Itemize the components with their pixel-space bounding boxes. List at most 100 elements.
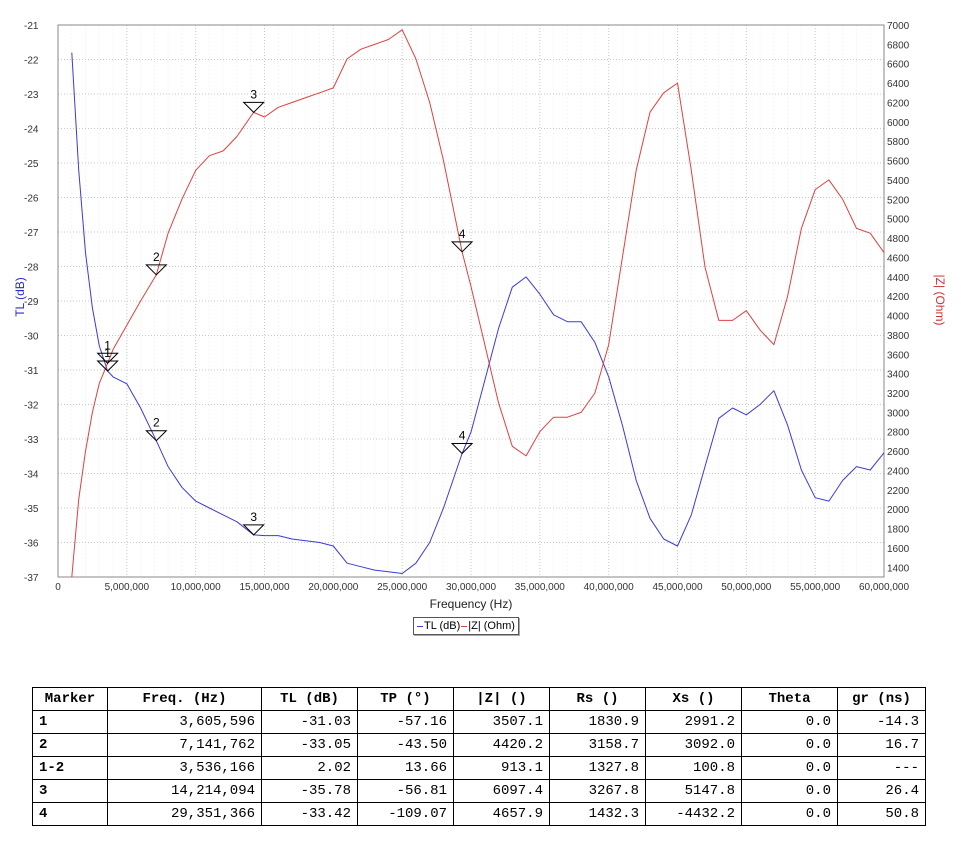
y-right-tick-label: 7000 xyxy=(887,21,910,32)
table-cell: 5147.8 xyxy=(645,779,742,803)
table-cell: 3092.0 xyxy=(645,733,742,757)
marker-triangle-tl xyxy=(145,430,168,442)
y-right-tick-label: 2400 xyxy=(887,466,910,477)
table-cell: 14,214,094 xyxy=(107,779,262,803)
plot-area xyxy=(57,24,885,578)
y-right-tick-label: 2200 xyxy=(887,486,910,497)
table-header-row: Marker Freq. (Hz) TL (dB) TP (°) |Z| () Rs ()… xyxy=(32,687,926,711)
marker-triangle-tl xyxy=(242,524,265,536)
y-left-tick-label: -21 xyxy=(24,21,39,32)
table-cell: 0.0 xyxy=(741,802,838,826)
table-cell: 4 xyxy=(32,802,108,826)
table-header-cell: Xs () xyxy=(645,687,742,711)
table-cell: 0.0 xyxy=(741,710,838,734)
y-left-tick-label: -35 xyxy=(24,504,39,515)
y-left-tick-label: -28 xyxy=(24,263,39,274)
y-right-tick-label: 4200 xyxy=(887,292,910,303)
marker-triangle-z xyxy=(96,352,119,364)
table-cell: 26.4 xyxy=(837,779,926,803)
x-tick-label: 35,000,000 xyxy=(515,582,565,593)
marker-label-tl: 4 xyxy=(459,428,466,442)
legend-entry-tl: TL (dB) xyxy=(424,620,461,632)
table-cell: -109.07 xyxy=(357,802,454,826)
y-right-tick-label: 3600 xyxy=(887,350,910,361)
y-right-tick-label: 5800 xyxy=(887,137,910,148)
table-cell: 3267.8 xyxy=(549,779,646,803)
table-cell: 13.66 xyxy=(357,756,454,780)
y-left-tick-label: -32 xyxy=(24,401,39,412)
table-cell: 2991.2 xyxy=(645,710,742,734)
series-lines xyxy=(71,29,885,578)
y-right-tick-label: 2000 xyxy=(887,505,910,516)
table-cell: -4432.2 xyxy=(645,802,742,826)
table-cell: -56.81 xyxy=(357,779,454,803)
table-cell: --- xyxy=(837,756,926,780)
table-cell: 2.02 xyxy=(261,756,358,780)
y-right-tick-label: 2600 xyxy=(887,447,910,458)
table-cell: 29,351,366 xyxy=(107,802,262,826)
table-cell: 4657.9 xyxy=(453,802,550,826)
y-right-tick-label: 5400 xyxy=(887,176,910,187)
x-tick-label: 25,000,000 xyxy=(377,582,427,593)
table-cell: -33.42 xyxy=(261,802,358,826)
y-left-tick-label: -30 xyxy=(24,332,39,343)
table-row: 2 7,141,762 -33.05 -43.50 4420.2 3158.7 3092.0… xyxy=(32,733,926,757)
series-line-z xyxy=(71,29,885,578)
y-right-tick-label: 4600 xyxy=(887,253,910,264)
table-cell: 2 xyxy=(32,733,108,757)
x-tick-label: 55,000,000 xyxy=(790,582,840,593)
x-tick-label: 0 xyxy=(55,582,61,593)
y-left-tick-label: -37 xyxy=(24,573,39,584)
table-cell: -57.16 xyxy=(357,710,454,734)
y-left-tick-label: -24 xyxy=(24,125,39,136)
y-left-tick-label: -31 xyxy=(24,366,39,377)
marker-label-z: 4 xyxy=(459,227,466,241)
y-left-tick-label: -26 xyxy=(24,194,39,205)
table-header-cell: |Z| () xyxy=(453,687,550,711)
x-tick-label: 20,000,000 xyxy=(308,582,358,593)
table-cell: 1432.3 xyxy=(549,802,646,826)
x-tick-label: 15,000,000 xyxy=(239,582,289,593)
marker-triangle-tl xyxy=(96,360,119,372)
y-left-tick-label: -22 xyxy=(24,56,39,67)
table-header-cell: TP (°) xyxy=(357,687,454,711)
x-tick-label: 30,000,000 xyxy=(446,582,496,593)
y-left-tick-label: -25 xyxy=(24,159,39,170)
table-cell: 3,605,596 xyxy=(107,710,262,734)
y-right-tick-label: 6800 xyxy=(887,40,910,51)
y-right-tick-label: 6400 xyxy=(887,79,910,90)
table-header-cell: TL (dB) xyxy=(261,687,358,711)
table-header-cell: Rs () xyxy=(549,687,646,711)
table-cell: 3 xyxy=(32,779,108,803)
table-cell: 7,141,762 xyxy=(107,733,262,757)
marker-triangle-z xyxy=(145,264,168,276)
table-cell: -33.05 xyxy=(261,733,358,757)
table-row: 3 14,214,094 -35.78 -56.81 6097.4 3267.8 5147.… xyxy=(32,779,926,803)
table-cell: -31.03 xyxy=(261,710,358,734)
tick-labels: 0 5,000,000 10,000,000 15,000,000 20,000,000… xyxy=(24,21,910,593)
y-right-tick-label: 4800 xyxy=(887,234,910,245)
y-right-tick-label: 4400 xyxy=(887,273,910,284)
marker-table: Marker Freq. (Hz) TL (dB) TP (°) |Z| () Rs ()… xyxy=(32,687,926,826)
chart-legend: TL (dB) |Z| (Ohm) xyxy=(413,617,519,635)
table-cell: 1 xyxy=(32,710,108,734)
table-cell: 3507.1 xyxy=(453,710,550,734)
y-right-tick-label: 1800 xyxy=(887,525,910,536)
table-row: 1 3,605,596 -31.03 -57.16 3507.1 1830.9 2991.2… xyxy=(32,710,926,734)
y-right-tick-label: 6600 xyxy=(887,60,910,71)
y-axis-left-label: TL (dB) xyxy=(13,277,27,317)
marker-triangle-z xyxy=(450,241,474,253)
table-cell: 0.0 xyxy=(741,779,838,803)
table-cell: 3,536,166 xyxy=(107,756,262,780)
marker-triangle-tl xyxy=(450,442,474,455)
table-cell: -35.78 xyxy=(261,779,358,803)
table-cell: -14.3 xyxy=(837,710,926,734)
table-cell: 50.8 xyxy=(837,802,926,826)
marker-label-z: 3 xyxy=(250,87,257,101)
x-tick-label: 40,000,000 xyxy=(584,582,634,593)
table-header-cell: Marker xyxy=(32,687,108,711)
y-left-tick-label: -27 xyxy=(24,228,39,239)
table-cell: 100.8 xyxy=(645,756,742,780)
legend-entry-z: |Z| (Ohm) xyxy=(468,620,515,632)
